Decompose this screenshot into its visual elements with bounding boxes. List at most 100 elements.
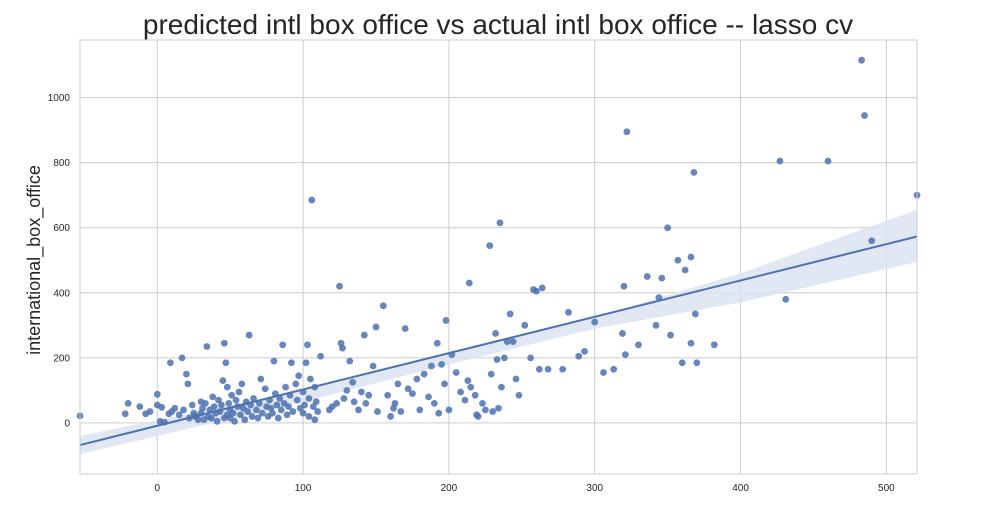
scatter-point <box>420 370 428 378</box>
scatter-point <box>362 400 370 407</box>
scatter-point <box>299 409 307 417</box>
scatter-point <box>223 383 231 391</box>
scatter-point <box>229 409 237 417</box>
scatter-point <box>486 242 494 250</box>
scatter-point <box>293 396 301 404</box>
scatter-point <box>311 416 319 424</box>
scatter-point <box>600 369 607 376</box>
scatter-point <box>340 395 348 402</box>
scatter-point <box>391 400 399 407</box>
scatter-point <box>674 256 682 264</box>
scatter-point <box>257 375 265 383</box>
scatter-point <box>591 318 599 326</box>
scatter-point <box>171 404 179 412</box>
scatter-point <box>433 339 441 347</box>
scatter-point <box>535 365 543 373</box>
scatter-point <box>250 395 257 402</box>
scatter-point <box>384 391 392 399</box>
scatter-point <box>394 380 402 388</box>
scatter-point <box>309 403 317 411</box>
y-tick-label: 1000 <box>48 93 71 104</box>
scatter-point <box>643 273 651 280</box>
scatter-point <box>213 417 221 425</box>
scatter-point <box>496 219 504 227</box>
scatter-point <box>710 341 718 349</box>
scatter-point <box>652 321 660 329</box>
scatter-point <box>372 323 380 331</box>
x-tick-label: 500 <box>878 483 895 494</box>
scatter-point <box>404 385 412 393</box>
scatter-point <box>167 359 174 367</box>
scatter-point <box>664 224 672 232</box>
scatter-point <box>258 409 266 417</box>
scatter-point <box>178 354 186 362</box>
scatter-point <box>509 338 517 345</box>
scatter-point <box>202 400 209 407</box>
scatter-point <box>231 417 238 425</box>
scatter-point <box>515 391 523 399</box>
scatter-point <box>270 357 278 365</box>
scatter-point <box>222 359 230 367</box>
scatter-point <box>474 413 482 420</box>
scatter-point <box>623 128 631 136</box>
scatter-point <box>374 408 381 415</box>
scatter-point <box>121 410 129 418</box>
scatter-point <box>690 169 698 176</box>
scatter-point <box>445 406 453 414</box>
scatter-point <box>333 400 341 407</box>
scatter-point <box>500 354 508 362</box>
x-tick-label: 200 <box>441 483 458 494</box>
x-tick-label: 300 <box>586 483 603 494</box>
scatter-point <box>544 365 552 373</box>
scatter-point <box>245 331 253 339</box>
scatter-point <box>285 403 292 411</box>
scatter-point <box>228 391 236 399</box>
scatter-point <box>461 396 469 404</box>
scatter-point <box>237 411 244 419</box>
scatter-point <box>314 408 322 415</box>
scatter-point <box>235 388 243 396</box>
scatter-point <box>435 409 443 417</box>
scatter-point <box>678 359 686 367</box>
scatter-point <box>302 359 310 367</box>
scatter-point <box>868 237 876 245</box>
scatter-point <box>430 400 438 407</box>
scatter-point <box>261 385 269 393</box>
scatter-point <box>442 317 450 324</box>
scatter-point <box>824 157 832 165</box>
scatter-point <box>199 404 206 412</box>
scatter-point <box>487 370 495 378</box>
y-tick-label: 600 <box>53 223 70 234</box>
scatter-point <box>253 406 260 414</box>
confidence-band-area <box>80 209 917 455</box>
scatter-point <box>305 395 313 402</box>
scatter-point <box>610 365 618 373</box>
x-tick-label: 100 <box>295 483 312 494</box>
scatter-point <box>467 383 475 391</box>
scatter-point <box>146 408 154 415</box>
scatter-point <box>481 406 489 414</box>
scatter-point <box>346 357 354 365</box>
scatter-point <box>428 362 435 370</box>
scatter-point <box>308 196 316 204</box>
scatter-point <box>232 396 240 404</box>
scatter-point <box>184 380 192 388</box>
scatter-point <box>215 396 222 404</box>
scatter-point <box>619 330 626 337</box>
y-tick-label: 800 <box>53 158 70 169</box>
scatter-point <box>218 401 225 409</box>
scatter-point <box>369 362 377 370</box>
x-tick-label: 0 <box>155 483 161 494</box>
scatter-point <box>533 287 540 295</box>
scatter-point <box>158 403 166 411</box>
scatter-point <box>471 391 479 399</box>
y-tick-label: 400 <box>53 288 70 299</box>
scatter-point <box>441 380 448 388</box>
scatter-point <box>276 395 284 402</box>
scatter-point <box>438 360 446 368</box>
scatter-point <box>301 401 308 409</box>
scatter-point <box>465 279 473 287</box>
scatter-point <box>538 284 546 292</box>
plot-frame <box>79 39 918 475</box>
